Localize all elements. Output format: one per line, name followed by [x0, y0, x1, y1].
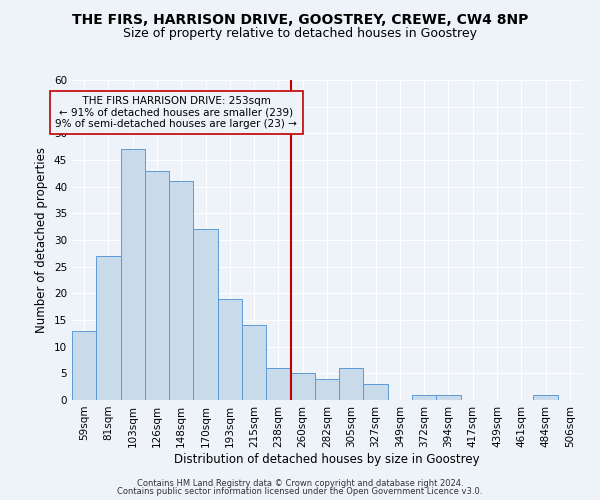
- Bar: [242, 326, 266, 400]
- Text: THE FIRS HARRISON DRIVE: 253sqm  
← 91% of detached houses are smaller (239)
9% : THE FIRS HARRISON DRIVE: 253sqm ← 91% of…: [55, 96, 298, 129]
- Bar: [193, 230, 218, 400]
- Text: Contains HM Land Registry data © Crown copyright and database right 2024.: Contains HM Land Registry data © Crown c…: [137, 478, 463, 488]
- Bar: [169, 182, 193, 400]
- Bar: [533, 394, 558, 400]
- Y-axis label: Number of detached properties: Number of detached properties: [35, 147, 49, 333]
- Text: Size of property relative to detached houses in Goostrey: Size of property relative to detached ho…: [123, 28, 477, 40]
- Bar: [96, 256, 121, 400]
- Bar: [412, 394, 436, 400]
- Bar: [364, 384, 388, 400]
- Text: Contains public sector information licensed under the Open Government Licence v3: Contains public sector information licen…: [118, 487, 482, 496]
- Bar: [315, 378, 339, 400]
- Text: THE FIRS, HARRISON DRIVE, GOOSTREY, CREWE, CW4 8NP: THE FIRS, HARRISON DRIVE, GOOSTREY, CREW…: [72, 12, 528, 26]
- Bar: [436, 394, 461, 400]
- Bar: [339, 368, 364, 400]
- Bar: [218, 298, 242, 400]
- X-axis label: Distribution of detached houses by size in Goostrey: Distribution of detached houses by size …: [174, 452, 480, 466]
- Bar: [145, 170, 169, 400]
- Bar: [121, 150, 145, 400]
- Bar: [290, 374, 315, 400]
- Bar: [72, 330, 96, 400]
- Bar: [266, 368, 290, 400]
